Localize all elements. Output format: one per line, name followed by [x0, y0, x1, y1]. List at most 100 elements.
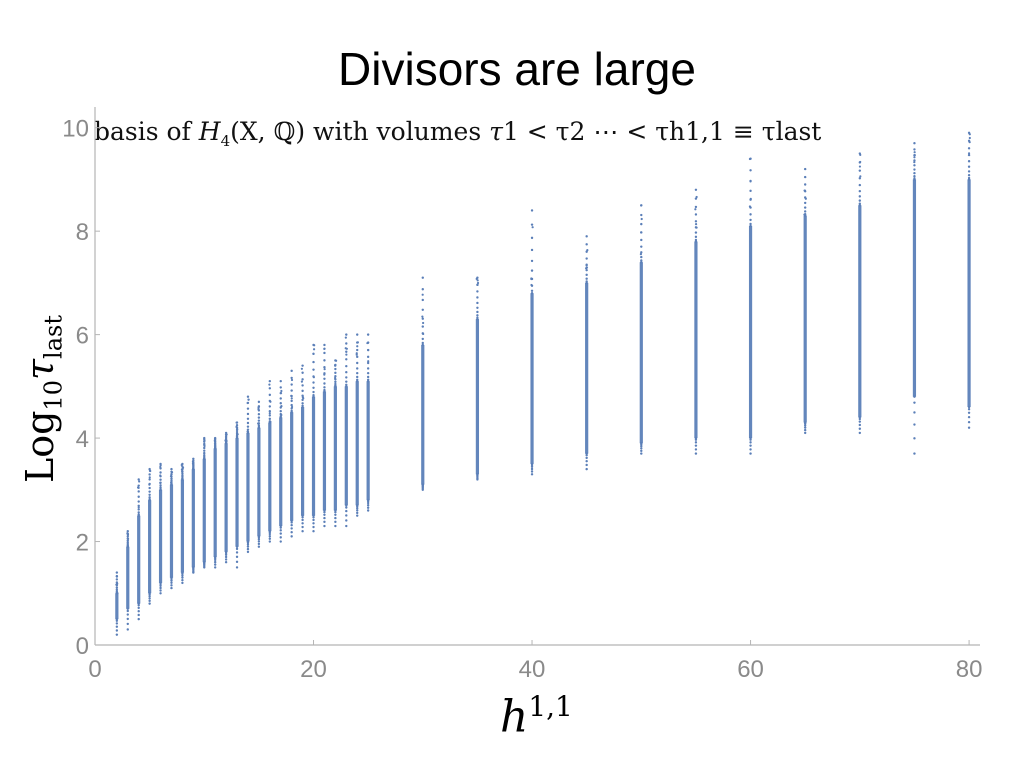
data-point — [913, 156, 916, 159]
data-point — [137, 513, 140, 516]
data-point — [968, 141, 971, 144]
data-point — [356, 509, 359, 512]
data-point — [137, 610, 140, 613]
data-point — [913, 148, 916, 151]
data-point — [159, 478, 162, 481]
data-point — [246, 395, 250, 398]
data-point — [213, 437, 217, 440]
data-point — [967, 408, 971, 411]
data-point — [530, 236, 534, 240]
data-point — [694, 220, 698, 223]
data-point — [585, 467, 588, 471]
data-point — [422, 321, 425, 325]
data-point — [803, 424, 807, 427]
data-point — [356, 506, 359, 510]
data-point — [312, 516, 315, 519]
data-point — [235, 551, 239, 554]
data-point — [913, 174, 916, 178]
data-point — [137, 500, 140, 503]
data-point — [749, 224, 752, 228]
data-point — [290, 405, 294, 409]
data-point — [170, 473, 173, 476]
data-point — [300, 367, 303, 370]
data-column-core — [158, 489, 163, 583]
data-point — [115, 625, 119, 628]
data-point — [366, 506, 370, 509]
data-point — [126, 613, 129, 616]
data-point — [694, 231, 698, 234]
data-point — [312, 368, 315, 371]
data-point — [301, 516, 304, 519]
data-point — [224, 558, 228, 561]
data-point — [170, 467, 173, 471]
data-point — [323, 377, 326, 380]
data-column-h3 — [126, 529, 130, 631]
data-point — [235, 560, 239, 564]
data-point — [913, 153, 916, 157]
data-point — [913, 171, 916, 175]
data-point — [115, 619, 119, 622]
data-point — [301, 529, 304, 533]
data-point — [159, 582, 162, 586]
data-point — [640, 447, 643, 450]
data-point — [268, 417, 272, 421]
data-point — [170, 471, 174, 474]
data-point — [421, 276, 424, 279]
data-point — [355, 353, 358, 356]
data-column-core — [213, 448, 217, 558]
data-point — [530, 473, 534, 476]
data-point — [640, 217, 643, 221]
data-point — [126, 609, 129, 613]
data-point — [530, 269, 534, 272]
data-point — [137, 478, 140, 481]
data-point — [279, 386, 282, 389]
data-point — [137, 613, 140, 617]
data-point — [313, 344, 316, 347]
data-point — [356, 333, 359, 336]
data-point — [137, 490, 140, 493]
data-point — [257, 545, 261, 548]
data-point — [279, 402, 282, 405]
data-column-core — [300, 407, 305, 516]
data-point — [366, 500, 370, 503]
data-point — [334, 364, 337, 367]
data-point — [366, 355, 370, 359]
data-point — [530, 463, 534, 467]
data-point — [345, 380, 348, 383]
data-point — [301, 404, 304, 408]
data-point — [246, 407, 250, 410]
data-point — [301, 525, 304, 529]
data-point — [246, 550, 250, 554]
data-point — [312, 348, 316, 351]
data-column-h25 — [366, 333, 370, 512]
data-point — [203, 451, 206, 455]
data-point — [749, 180, 752, 183]
data-point — [280, 389, 283, 393]
data-column-core — [967, 179, 971, 408]
data-column-core — [694, 241, 698, 439]
data-column-h50 — [639, 204, 643, 455]
data-point — [268, 387, 272, 390]
data-point — [148, 597, 151, 600]
data-point — [858, 420, 862, 423]
data-point — [181, 581, 184, 585]
data-point — [290, 383, 293, 386]
data-point — [803, 167, 807, 171]
data-point — [224, 439, 227, 442]
data-point — [530, 467, 534, 471]
data-point — [694, 208, 697, 211]
data-point — [268, 537, 272, 540]
data-column-core — [169, 484, 174, 578]
data-point — [356, 361, 359, 365]
data-point — [115, 629, 119, 632]
data-point — [803, 206, 807, 209]
data-point — [367, 360, 370, 363]
data-point — [913, 164, 916, 167]
data-point — [967, 176, 971, 180]
data-column-h15 — [257, 400, 261, 548]
data-point — [344, 347, 347, 350]
data-point — [695, 226, 698, 229]
data-point — [213, 442, 217, 445]
data-point — [169, 475, 173, 478]
data-point — [585, 243, 588, 246]
